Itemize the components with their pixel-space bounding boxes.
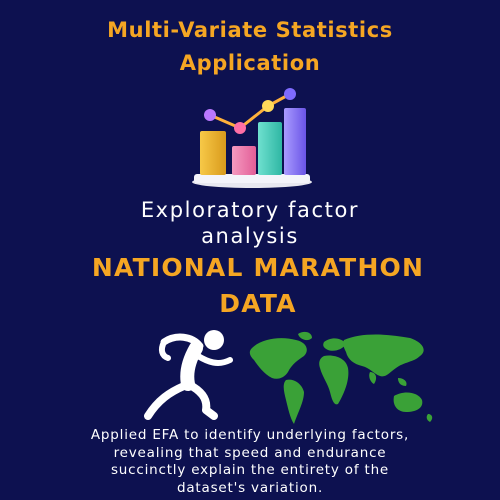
- poster-subtitle: Exploratory factor analysis: [0, 197, 500, 249]
- description-line-2: revealing that speed and endurance: [113, 444, 387, 461]
- title-line-1: Multi-Variate Statistics: [107, 18, 393, 42]
- project-description: Applied EFA to identify underlying facto…: [0, 427, 500, 497]
- subtitle-line-1: Exploratory factor: [140, 198, 360, 222]
- title-line-2: Application: [179, 51, 321, 75]
- subtitle-line-2: analysis: [201, 224, 299, 248]
- description-line-3: succinctly explain the entirety of the: [110, 462, 390, 478]
- heading-line-1: NATIONAL MARATHON: [91, 253, 425, 282]
- bar-chart-icon: [192, 88, 312, 188]
- poster-title: Multi-Variate Statistics Application: [0, 14, 500, 80]
- heading-line-2: DATA: [219, 289, 297, 318]
- world-map-icon: [249, 331, 433, 424]
- dataset-heading: NATIONAL MARATHON DATA: [0, 250, 500, 322]
- description-line-1: Applied EFA to identify underlying facto…: [90, 427, 410, 443]
- running-person-icon: [144, 330, 233, 420]
- description-line-4: dataset's variation.: [176, 479, 324, 496]
